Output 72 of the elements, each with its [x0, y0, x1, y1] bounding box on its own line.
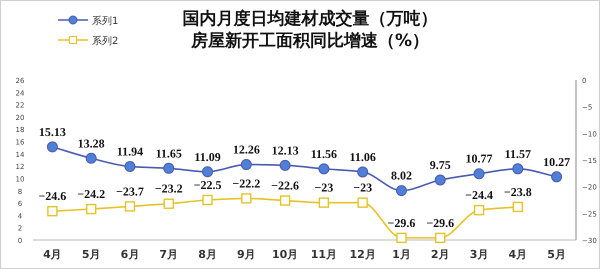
- point: [241, 193, 252, 204]
- x-tick-label: 9月: [236, 248, 256, 261]
- x-tick-label: 3月: [470, 248, 488, 261]
- data-label: −23.7: [116, 184, 144, 198]
- data-label: 11.65: [156, 146, 182, 160]
- point: [240, 159, 252, 170]
- data-label: −24.6: [38, 189, 66, 204]
- x-tick-label: 6月: [120, 248, 140, 261]
- point: [280, 160, 291, 171]
- data-label: −22.6: [271, 178, 300, 193]
- x-tick-label: 8月: [198, 248, 217, 261]
- point: [474, 204, 484, 216]
- chart-subtitle: 房屋新开工面积同比增速（%）: [190, 31, 430, 51]
- point: [512, 202, 524, 212]
- data-label: −24.4: [465, 188, 493, 202]
- data-label: −29.6: [426, 216, 454, 230]
- data-label: 11.06: [350, 150, 376, 164]
- point: [164, 198, 174, 209]
- point: [86, 204, 96, 214]
- point: [47, 206, 58, 216]
- chart-title: 国内月度日均建材成交量（万吨）: [182, 9, 438, 29]
- point: [318, 197, 330, 208]
- data-label: −23.8: [504, 184, 532, 199]
- data-label: −22.5: [194, 178, 222, 192]
- point: [202, 166, 214, 178]
- x-tick-label: 5月: [547, 248, 566, 261]
- data-label: 11.56: [310, 146, 338, 161]
- point: [512, 163, 524, 174]
- data-label: 10.77: [466, 152, 493, 166]
- data-label: 11.09: [194, 150, 221, 164]
- point: [46, 141, 58, 152]
- point: [86, 152, 97, 164]
- point: [357, 166, 368, 178]
- point: [551, 171, 562, 182]
- point: [318, 163, 330, 174]
- data-label: 13.28: [78, 136, 105, 150]
- data-label: −24.2: [77, 187, 106, 202]
- data-label: 15.13: [38, 124, 66, 139]
- data-label: 9.75: [430, 158, 451, 172]
- x-tick-label: 4月: [508, 248, 528, 261]
- point: [357, 197, 368, 208]
- data-label: −22.2: [232, 176, 260, 190]
- x-tick-label: 2月: [430, 248, 450, 261]
- data-label: 8.02: [390, 168, 412, 183]
- data-label: −23.2: [154, 182, 183, 196]
- data-label: −23: [314, 180, 334, 195]
- point: [434, 174, 446, 186]
- point: [124, 161, 136, 172]
- point: [280, 195, 290, 206]
- data-label: 12.13: [272, 143, 299, 158]
- legend-label: 系列2: [92, 35, 118, 47]
- legend-label: 系列1: [92, 15, 118, 27]
- data-label: 10.27: [543, 154, 570, 169]
- data-label: −23: [353, 180, 372, 195]
- x-tick-label: 11月: [310, 248, 338, 261]
- x-tick-label: 5月: [82, 248, 101, 261]
- data-label: −29.6: [388, 216, 416, 230]
- x-tick-label: 7月: [159, 248, 178, 261]
- x-tick-label: 10月: [272, 248, 298, 261]
- data-label: 11.57: [504, 146, 531, 161]
- x-tick-label: 4月: [43, 248, 62, 261]
- point: [202, 194, 213, 206]
- x-tick-label: 12月: [350, 248, 376, 261]
- point: [396, 232, 407, 244]
- point: [124, 201, 136, 212]
- x-tick-label: 1月: [392, 248, 411, 261]
- point: [396, 185, 407, 196]
- data-label: 11.94: [116, 144, 144, 159]
- point: [435, 232, 446, 244]
- point: [163, 162, 174, 174]
- point: [474, 168, 485, 180]
- data-label: 12.26: [232, 142, 260, 157]
